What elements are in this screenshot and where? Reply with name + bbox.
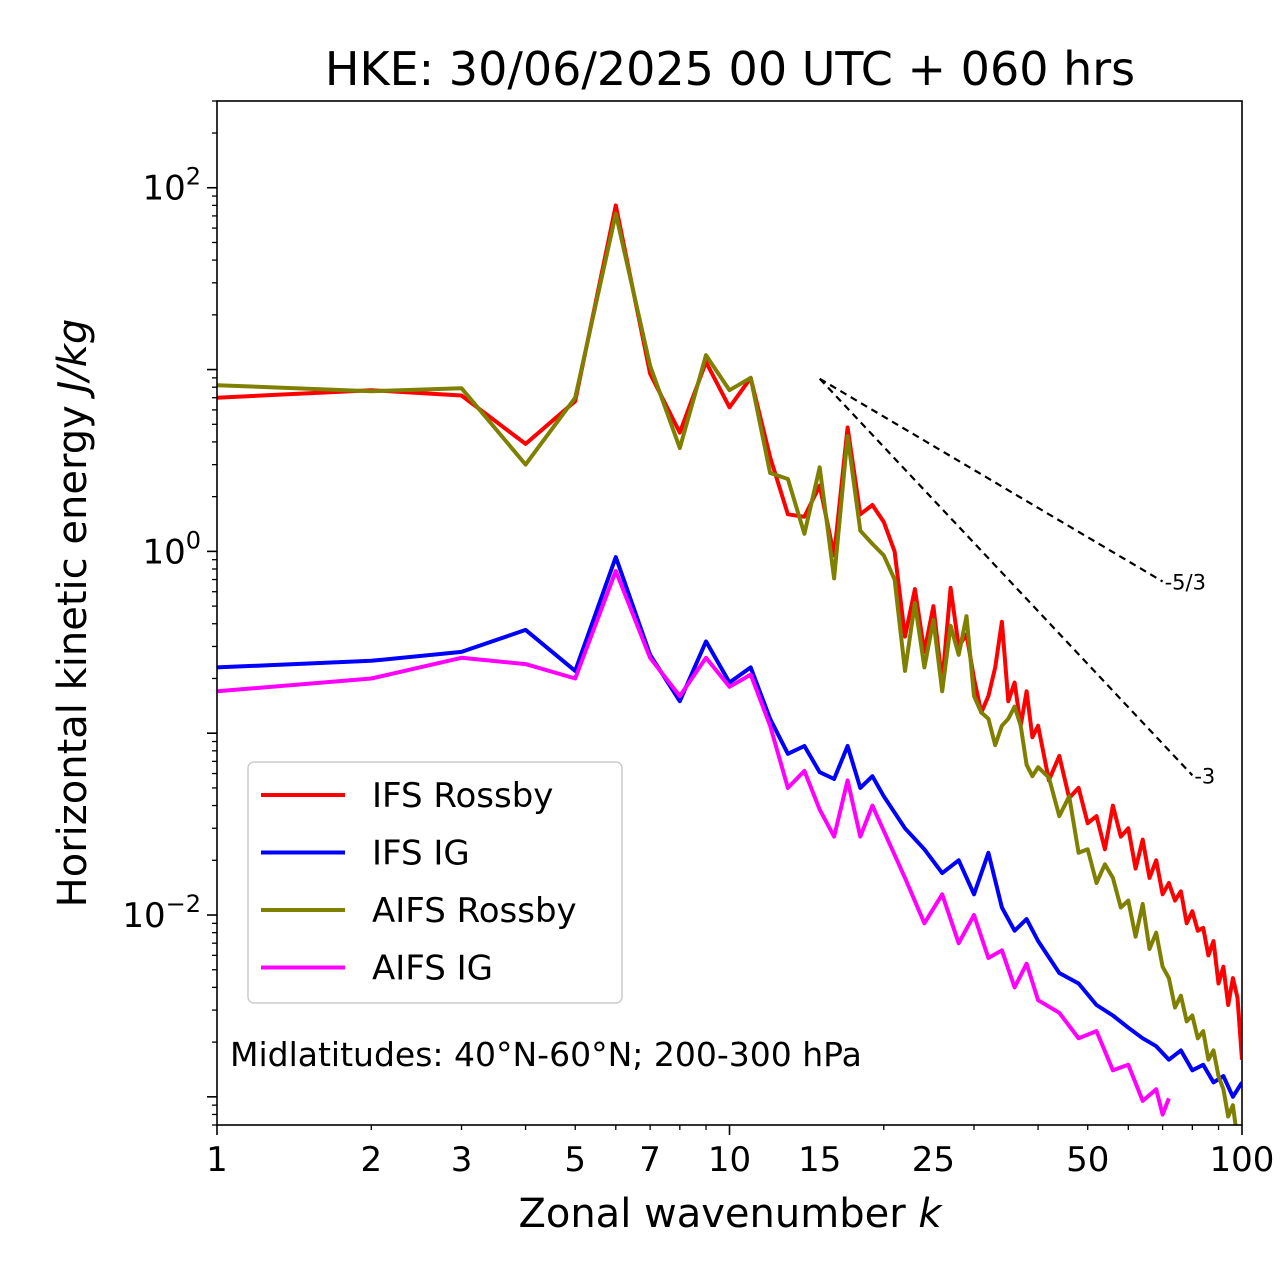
x-axis-label-text: Zonal wavenumber <box>518 1191 906 1237</box>
legend: IFS Rossby IFS IG AIFS Rossby AIFS IG <box>247 761 623 1004</box>
y-axis-label-text: Horizontal kinetic energy <box>50 405 96 907</box>
y-tick-label: 10−2 <box>122 890 201 936</box>
region-annotation: Midlatitudes: 40°N-60°N; 200-300 hPa <box>230 1035 862 1074</box>
plot-frame <box>216 100 1243 1126</box>
y-axis-label-units: J/kg <box>50 319 96 400</box>
x-tick-label: 5 <box>564 1140 586 1180</box>
legend-box <box>247 761 623 1004</box>
x-tick-label: 25 <box>912 1140 955 1180</box>
x-tick-label: 100 <box>1210 1140 1275 1180</box>
y-tick-label: 102 <box>142 163 201 209</box>
x-tick-label: 1 <box>206 1140 228 1180</box>
x-tick-label: 10 <box>708 1140 751 1180</box>
series-lines <box>217 203 1242 1125</box>
x-tick-label: 2 <box>360 1140 382 1180</box>
x-tick-label: 3 <box>451 1140 473 1180</box>
series-line-aifs-ig <box>217 569 1171 1117</box>
y-axis-label: Horizontal kinetic energy J/kg <box>50 319 96 908</box>
series-line-ifs-rossby <box>217 203 1242 1060</box>
legend-label-ifs-ig: IFS IG <box>372 834 470 874</box>
x-axis-label-var: k <box>918 1191 943 1237</box>
legend-label-ifs-rossby: IFS Rossby <box>372 776 553 816</box>
x-tick-label: 7 <box>639 1140 661 1180</box>
legend-entries: IFS Rossby IFS IG AIFS Rossby AIFS IG <box>261 776 577 989</box>
reference-lines <box>818 377 1194 777</box>
x-tick-label: 50 <box>1066 1140 1109 1180</box>
y-tick-label: 100 <box>142 526 201 572</box>
series-line-aifs-rossby <box>217 211 1238 1125</box>
legend-label-aifs-rossby: AIFS Rossby <box>372 891 577 931</box>
y-axis-ticks: 102 100 10−2 <box>122 100 217 1126</box>
legend-label-aifs-ig: AIFS IG <box>372 949 493 989</box>
reference-labels: -5/3 -3 <box>1165 571 1216 789</box>
reference-line-2 <box>818 378 1194 777</box>
x-tick-label: 15 <box>798 1140 841 1180</box>
x-axis-ticks: 1 2 3 5 7 10 15 25 50 100 <box>206 1125 1274 1180</box>
reference-line-label-1: -5/3 <box>1165 571 1206 595</box>
x-axis-label: Zonal wavenumber k <box>518 1191 943 1237</box>
chart-title: HKE: 30/06/2025 00 UTC + 060 hrs <box>325 42 1135 96</box>
reference-line-label-2: -3 <box>1194 764 1215 788</box>
reference-line-1 <box>819 377 1164 583</box>
